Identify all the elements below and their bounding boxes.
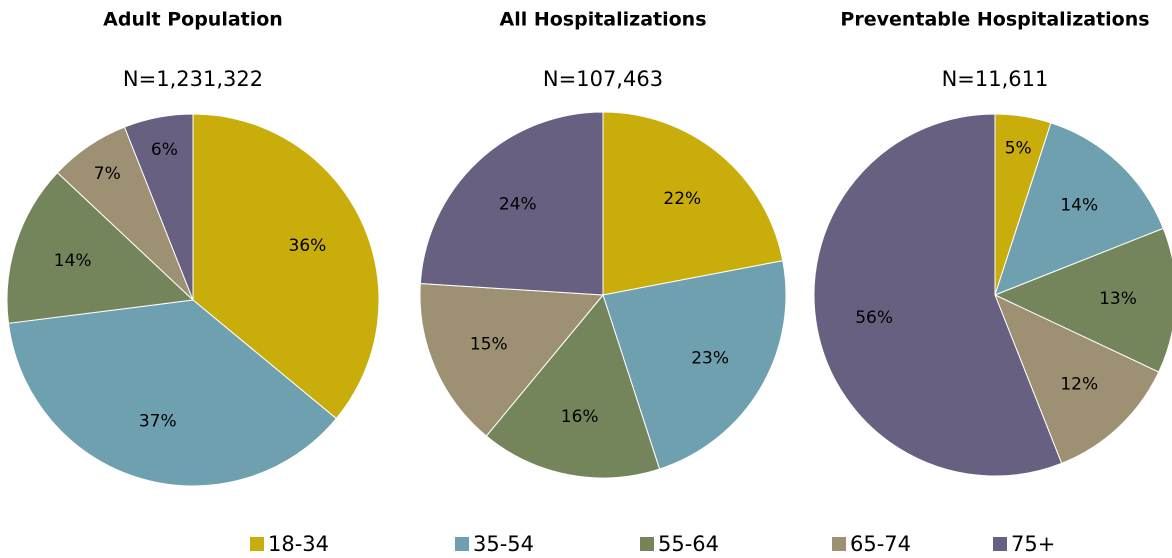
data-label: 7% bbox=[94, 164, 121, 184]
pie-slice bbox=[7, 299, 338, 487]
data-label: 36% bbox=[289, 236, 327, 256]
chart-subtitle: N=1,231,322 bbox=[123, 67, 263, 91]
data-label: 15% bbox=[470, 334, 508, 354]
pie-slice bbox=[419, 111, 604, 296]
data-label: 14% bbox=[54, 251, 92, 271]
legend-swatch bbox=[455, 537, 469, 551]
data-label: 22% bbox=[663, 189, 701, 209]
legend-label: 55-64 bbox=[658, 532, 719, 556]
legend-swatch bbox=[993, 537, 1007, 551]
legend-swatch bbox=[832, 537, 846, 551]
pie-slice bbox=[6, 171, 195, 324]
chart-title: Preventable Hospitalizations bbox=[840, 9, 1149, 31]
pie-slice bbox=[602, 260, 787, 470]
legend-label: 75+ bbox=[1011, 532, 1055, 556]
legend-label: 35-54 bbox=[473, 532, 534, 556]
data-label: 14% bbox=[1060, 195, 1098, 215]
chart-subtitle: N=107,463 bbox=[543, 67, 663, 91]
pie-slice bbox=[123, 113, 194, 301]
pie-slice bbox=[419, 282, 605, 437]
data-label: 6% bbox=[151, 140, 178, 160]
data-label: 12% bbox=[1060, 375, 1098, 395]
pie-slice bbox=[994, 294, 1160, 464]
chart-title: All Hospitalizations bbox=[499, 9, 706, 31]
pie-slice bbox=[994, 122, 1164, 296]
data-label: 24% bbox=[499, 194, 537, 214]
data-label: 23% bbox=[691, 348, 729, 368]
pie-slice bbox=[192, 113, 380, 420]
data-label: 5% bbox=[1005, 138, 1032, 158]
pie-slice bbox=[485, 293, 661, 479]
pie-slice bbox=[813, 113, 1063, 477]
chart-subtitle: N=11,611 bbox=[942, 67, 1049, 91]
data-label: 13% bbox=[1099, 289, 1137, 309]
legend-label: 65-74 bbox=[850, 532, 911, 556]
pie-slice bbox=[602, 111, 784, 296]
legend-label: 18-34 bbox=[268, 532, 329, 556]
data-label: 56% bbox=[855, 308, 893, 328]
data-label: 37% bbox=[139, 411, 177, 431]
chart-title: Adult Population bbox=[103, 9, 283, 31]
pie-slice bbox=[993, 227, 1172, 373]
data-label: 16% bbox=[561, 407, 599, 427]
legend-swatch bbox=[250, 537, 264, 551]
legend-swatch bbox=[640, 537, 654, 551]
